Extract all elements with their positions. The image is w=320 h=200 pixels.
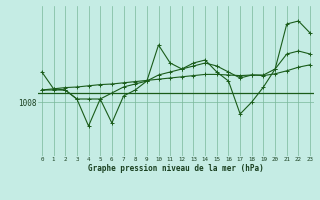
X-axis label: Graphe pression niveau de la mer (hPa): Graphe pression niveau de la mer (hPa) [88, 164, 264, 173]
